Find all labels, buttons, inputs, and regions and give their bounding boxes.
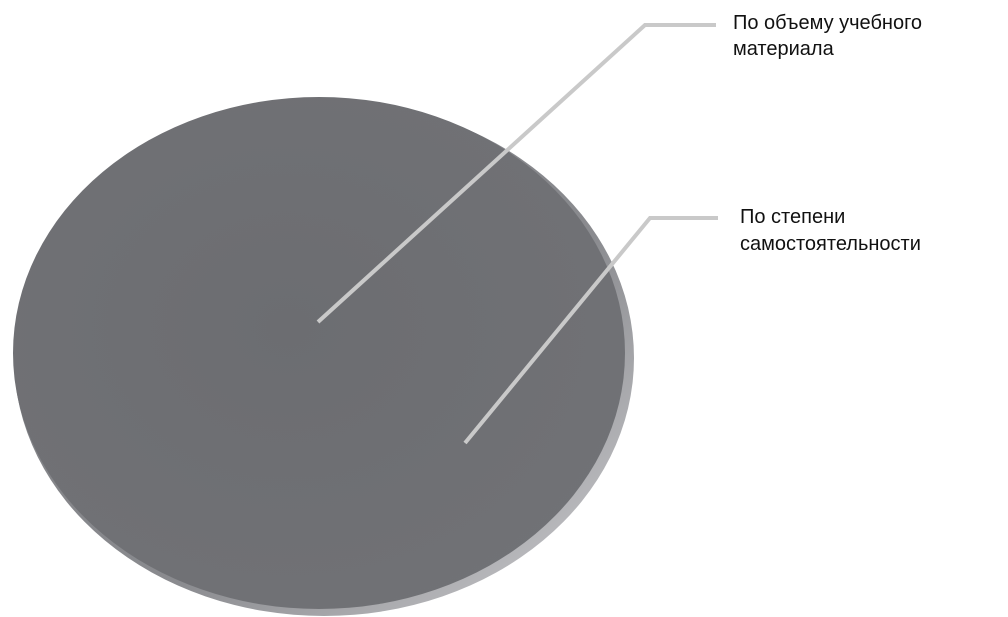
label-line: По объему учебного: [733, 12, 922, 34]
disc: [13, 97, 625, 609]
leader-line: [316, 23, 716, 324]
leader-line: [463, 216, 718, 445]
label-line: По степени: [740, 206, 845, 228]
label-line: самостоятельности: [740, 233, 921, 255]
label-line: материала: [733, 38, 835, 60]
